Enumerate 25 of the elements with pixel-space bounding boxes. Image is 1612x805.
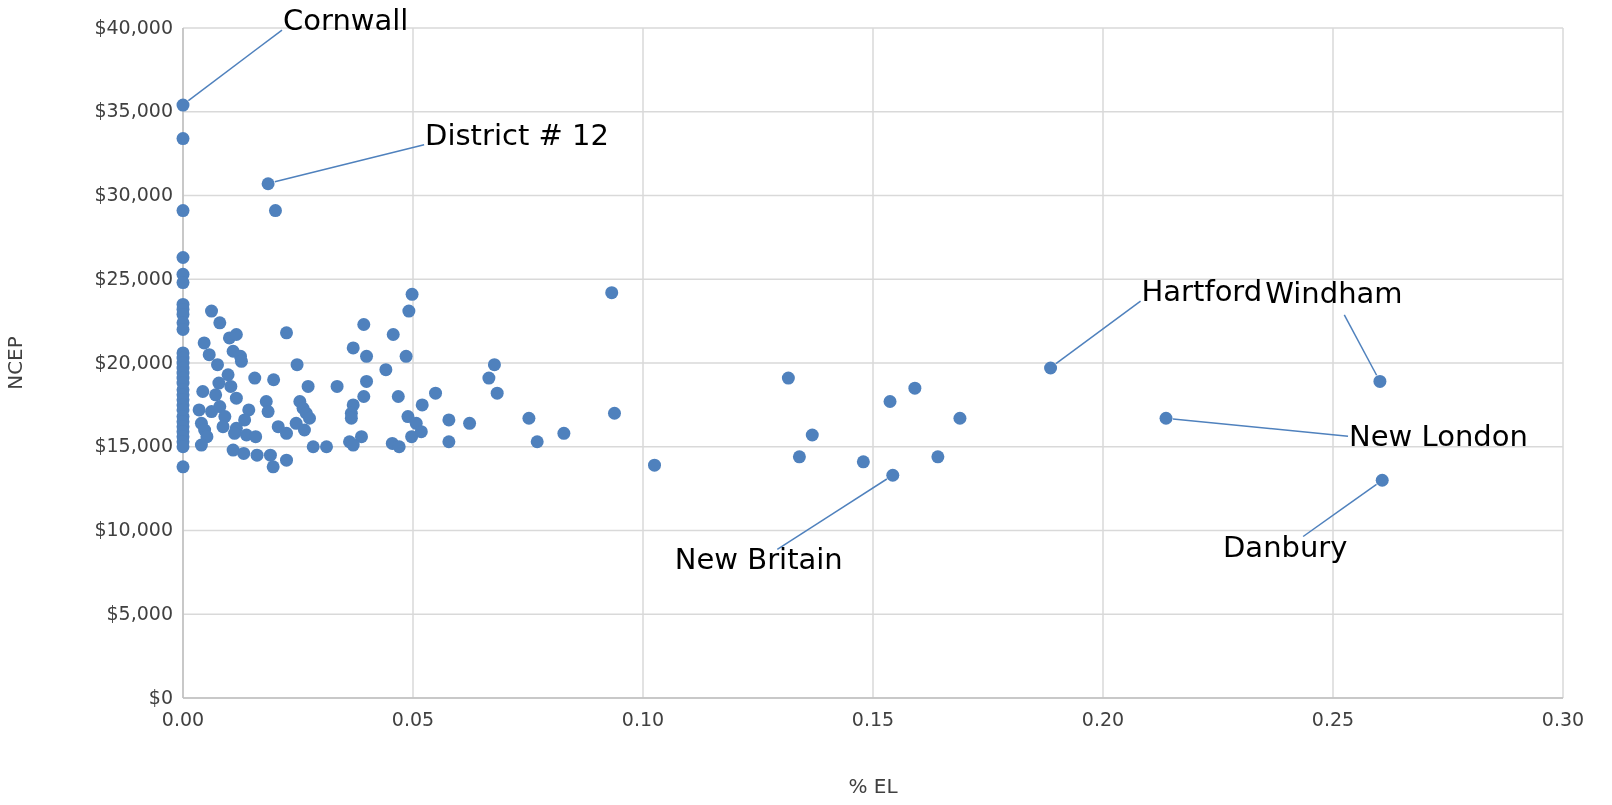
y-tick-label: $5,000 bbox=[106, 601, 173, 624]
annotation: Hartford bbox=[1141, 274, 1263, 309]
y-tick-label: $25,000 bbox=[94, 266, 173, 289]
y-tick-label: $15,000 bbox=[94, 434, 173, 457]
x-axis-title: % EL bbox=[848, 774, 899, 798]
x-tick-label: 0.10 bbox=[621, 708, 665, 730]
y-tick-label: $0 bbox=[148, 685, 173, 708]
annotation: Windham bbox=[1265, 276, 1403, 311]
y-tick-label: $10,000 bbox=[94, 518, 173, 540]
y-tick-label: $35,000 bbox=[94, 99, 173, 122]
x-tick-label: 0.00 bbox=[161, 708, 205, 730]
x-tick-label: 0.05 bbox=[391, 708, 435, 730]
annotation: New London bbox=[1349, 419, 1528, 454]
annotation: New Britain bbox=[674, 542, 843, 577]
annotation: District # 12 bbox=[425, 117, 609, 152]
x-tick-label: 0.25 bbox=[1311, 708, 1355, 730]
x-tick-label: 0.20 bbox=[1081, 708, 1125, 730]
y-tick-label: $40,000 bbox=[94, 15, 173, 38]
annotation: Cornwall bbox=[283, 3, 409, 38]
y-axis-title: NCEP bbox=[3, 336, 27, 390]
x-tick-label: 0.15 bbox=[851, 708, 895, 730]
annotation: Danbury bbox=[1223, 530, 1348, 565]
y-tick-label: $30,000 bbox=[94, 183, 173, 205]
y-tick-label: $20,000 bbox=[94, 350, 173, 373]
x-tick-label: 0.30 bbox=[1541, 708, 1585, 730]
